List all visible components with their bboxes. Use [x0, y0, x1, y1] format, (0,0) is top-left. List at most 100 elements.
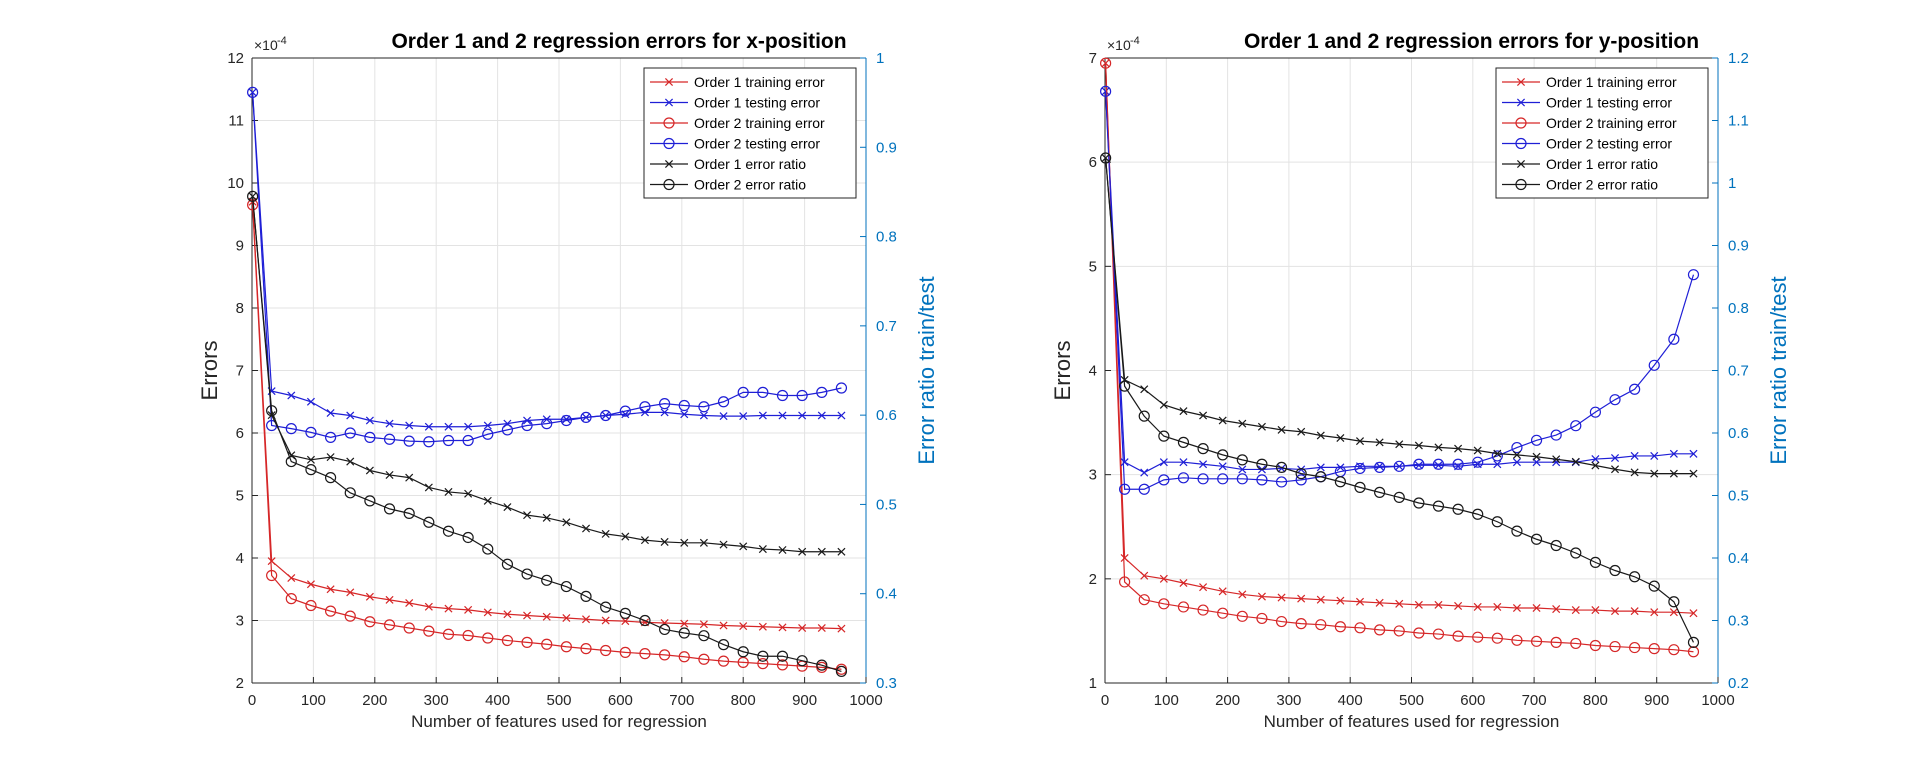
chart-title: Order 1 and 2 regression errors for y-po…	[1244, 30, 1699, 53]
legend-entry: Order 1 testing error	[1546, 95, 1672, 111]
series-4-point	[541, 418, 553, 430]
y-tick-label: 8	[236, 300, 244, 317]
series-1-point	[739, 622, 748, 631]
series-3-point	[285, 593, 297, 605]
legend-entry: Order 1 error ratio	[1546, 156, 1658, 172]
x-tick-label: 600	[1460, 692, 1485, 709]
series-3-point	[1236, 610, 1248, 622]
y2-tick-label: 0.4	[1728, 550, 1749, 567]
series-3-point	[462, 629, 474, 642]
y-tick-label: 7	[236, 363, 244, 380]
series-3-point	[324, 605, 337, 617]
series-1-point	[719, 621, 728, 630]
series-3-point	[600, 644, 612, 657]
series-2-point	[1140, 468, 1149, 477]
x-tick-label: 200	[1215, 692, 1240, 709]
series-4-point	[1354, 462, 1366, 475]
series-5-point	[1689, 469, 1698, 478]
series-1-point	[837, 624, 846, 633]
series-line-6	[1105, 157, 1695, 643]
series-2-point	[1316, 463, 1325, 472]
series-1-point	[1689, 609, 1698, 618]
series-6-point	[1256, 458, 1268, 470]
series-2-point	[1630, 451, 1639, 460]
y2-axis-label: Error ratio train/test	[1766, 276, 1791, 464]
x-tick-label: 500	[546, 692, 571, 709]
series-6-point	[1432, 500, 1445, 512]
y-axis-label: Errors	[1050, 341, 1075, 401]
series-4-point	[462, 434, 474, 447]
series-3-point	[1177, 601, 1190, 613]
series-3-point	[1315, 619, 1327, 631]
series-3-point	[1334, 621, 1346, 633]
series-4-point	[639, 401, 651, 413]
series-3-point	[1550, 636, 1562, 648]
series-2-point	[640, 408, 649, 417]
x-axis-label: Number of features used for regression	[1264, 712, 1560, 731]
series-3-point	[344, 610, 356, 622]
series-6-point	[521, 568, 533, 580]
series-2-point	[660, 408, 669, 417]
y-tick-label: 4	[236, 550, 244, 567]
y-tick-label: 4	[1089, 363, 1097, 380]
series-2-point	[365, 416, 374, 425]
series-2-point	[719, 412, 728, 421]
series-2-point	[739, 412, 748, 421]
series-6-point	[1354, 481, 1366, 493]
series-5-point	[601, 529, 610, 538]
series-2-point	[1297, 465, 1306, 474]
series-3-point	[757, 658, 769, 670]
y-tick-label: 5	[236, 488, 244, 505]
series-1-point	[1316, 595, 1325, 604]
series-5-point	[1434, 443, 1443, 452]
series-3-point	[482, 632, 494, 644]
series-6-point	[462, 531, 474, 544]
y2-axis-label: Error ratio train/test	[914, 276, 939, 464]
series-5-point	[444, 487, 453, 496]
series-5-point	[1179, 407, 1188, 416]
series-2-point	[1120, 458, 1129, 467]
series-1-point	[542, 612, 551, 621]
x-tick-label: 700	[669, 692, 694, 709]
series-2-point	[1669, 449, 1678, 458]
series-4-point	[442, 434, 455, 447]
series-1-point	[1140, 571, 1149, 580]
series-2-point	[1159, 458, 1168, 467]
y-tick-label: 3	[1089, 467, 1097, 484]
series-6-point	[737, 646, 749, 658]
legend-entry: Order 2 testing error	[1546, 136, 1672, 152]
series-line-3	[1105, 63, 1694, 653]
series-4-point	[560, 414, 572, 427]
series-6-point	[1589, 556, 1602, 568]
series-6-point	[442, 525, 455, 537]
series-3-point	[1413, 627, 1425, 639]
series-5-point	[1493, 449, 1502, 458]
series-2-point	[778, 411, 787, 420]
series-5-point	[1591, 461, 1600, 470]
series-6-point	[1413, 497, 1425, 509]
legend-entry: Order 2 testing error	[694, 136, 820, 152]
legend-marker	[1516, 77, 1526, 87]
series-5-point	[837, 547, 846, 556]
series-6-point	[1197, 443, 1209, 455]
series-4-point	[1374, 461, 1386, 473]
series-3-point	[1452, 630, 1464, 642]
series-6-point	[619, 607, 631, 619]
series-6-point	[324, 472, 337, 484]
series-6-point	[1472, 508, 1484, 520]
series-2-point	[326, 408, 335, 418]
series-1-point	[483, 608, 492, 617]
series-3-point	[776, 659, 789, 671]
series-4-point	[659, 398, 671, 410]
series-5-point	[346, 457, 355, 466]
series-group	[1100, 57, 1700, 658]
x-tick-label: 100	[301, 692, 326, 709]
series-1-point	[503, 610, 512, 619]
x-tick-label: 900	[792, 692, 817, 709]
series-4-point	[1138, 483, 1150, 495]
series-6-point	[1511, 525, 1523, 537]
chart-1: 0 100 200 300 400 500 600 700 800 900 1000 2 3 4 5 6 7 8 9…	[197, 30, 939, 731]
series-1-point	[1571, 606, 1580, 615]
series-1-point	[287, 573, 296, 583]
series-6-point	[678, 627, 690, 639]
